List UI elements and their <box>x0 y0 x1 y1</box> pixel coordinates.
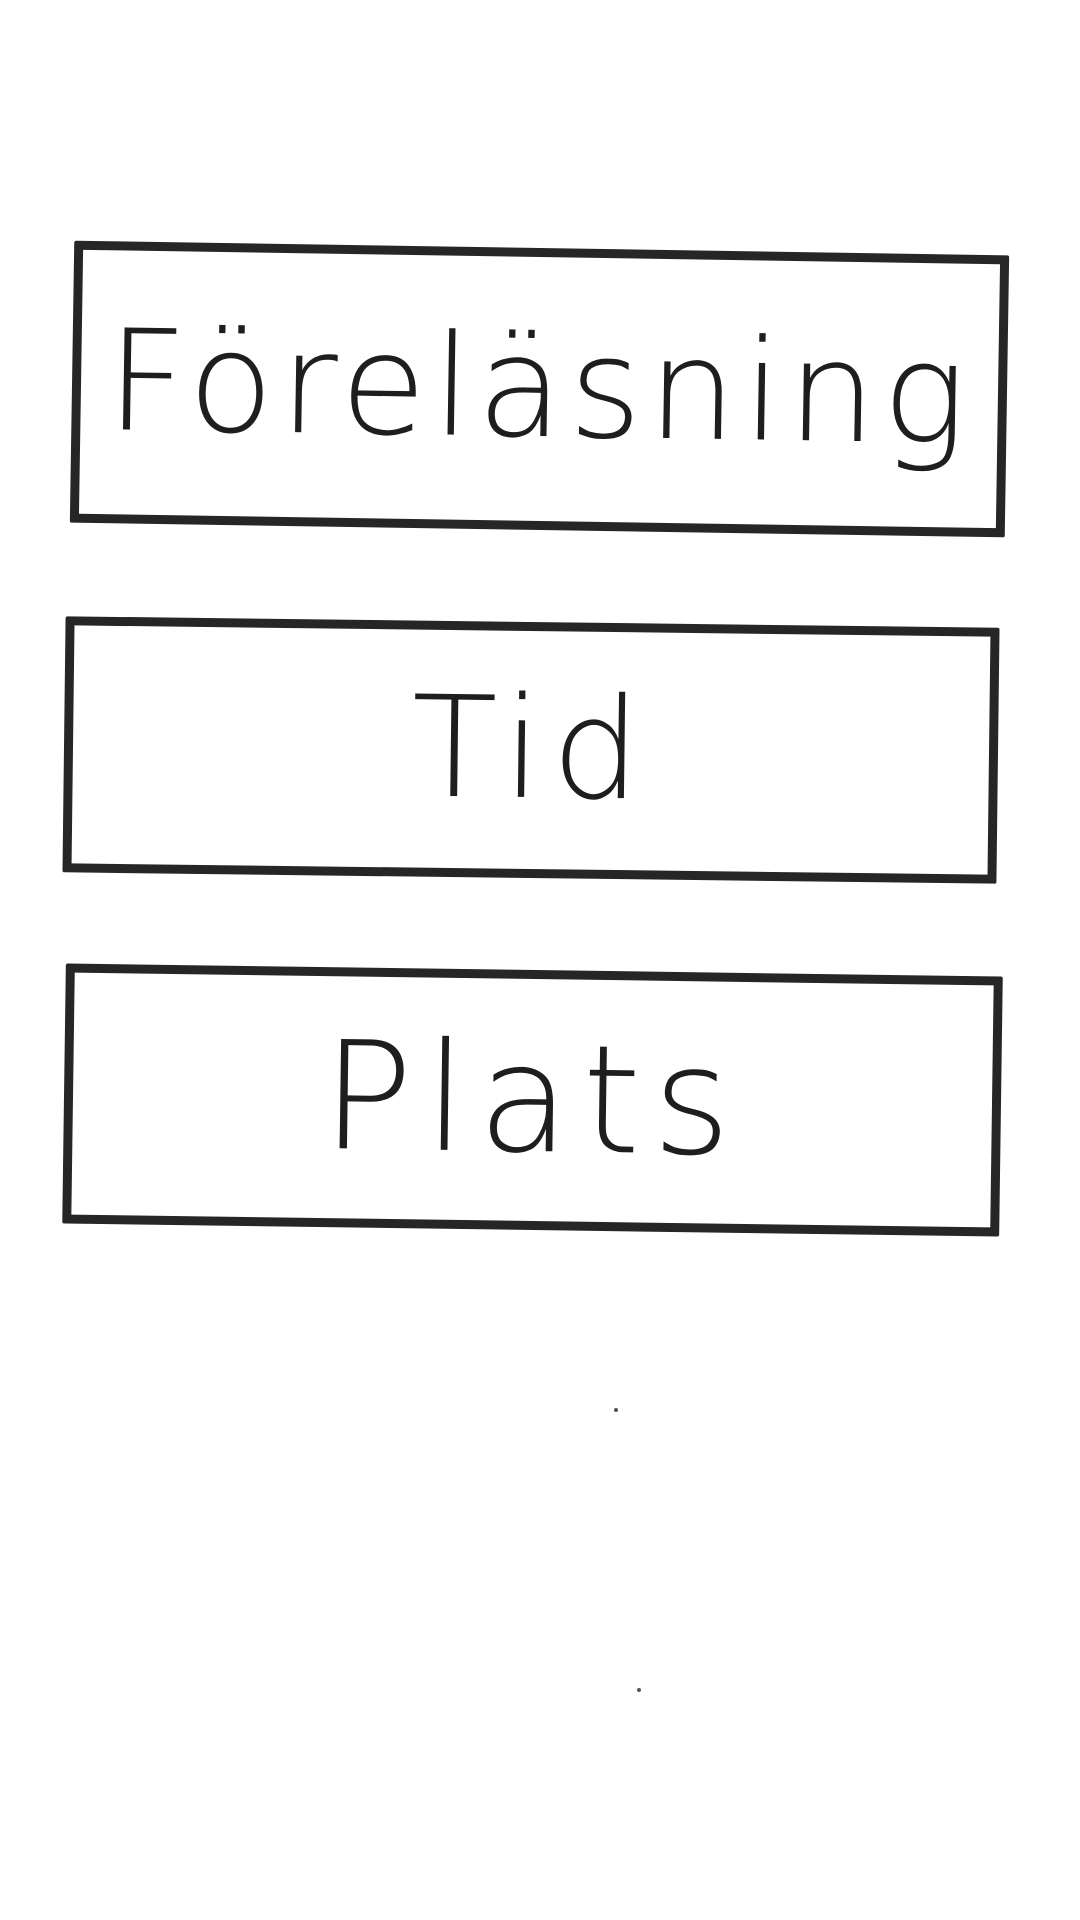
location-button[interactable]: Plats <box>62 963 1003 1237</box>
time-button[interactable]: Tid <box>62 616 1000 884</box>
paper-speck <box>637 1688 641 1692</box>
time-button-label: Tid <box>410 666 652 833</box>
location-button-label: Plats <box>320 1010 745 1190</box>
lecture-button[interactable]: Föreläsning <box>69 240 1010 538</box>
paper-speck <box>614 1408 618 1412</box>
lecture-button-label: Föreläsning <box>105 300 974 477</box>
